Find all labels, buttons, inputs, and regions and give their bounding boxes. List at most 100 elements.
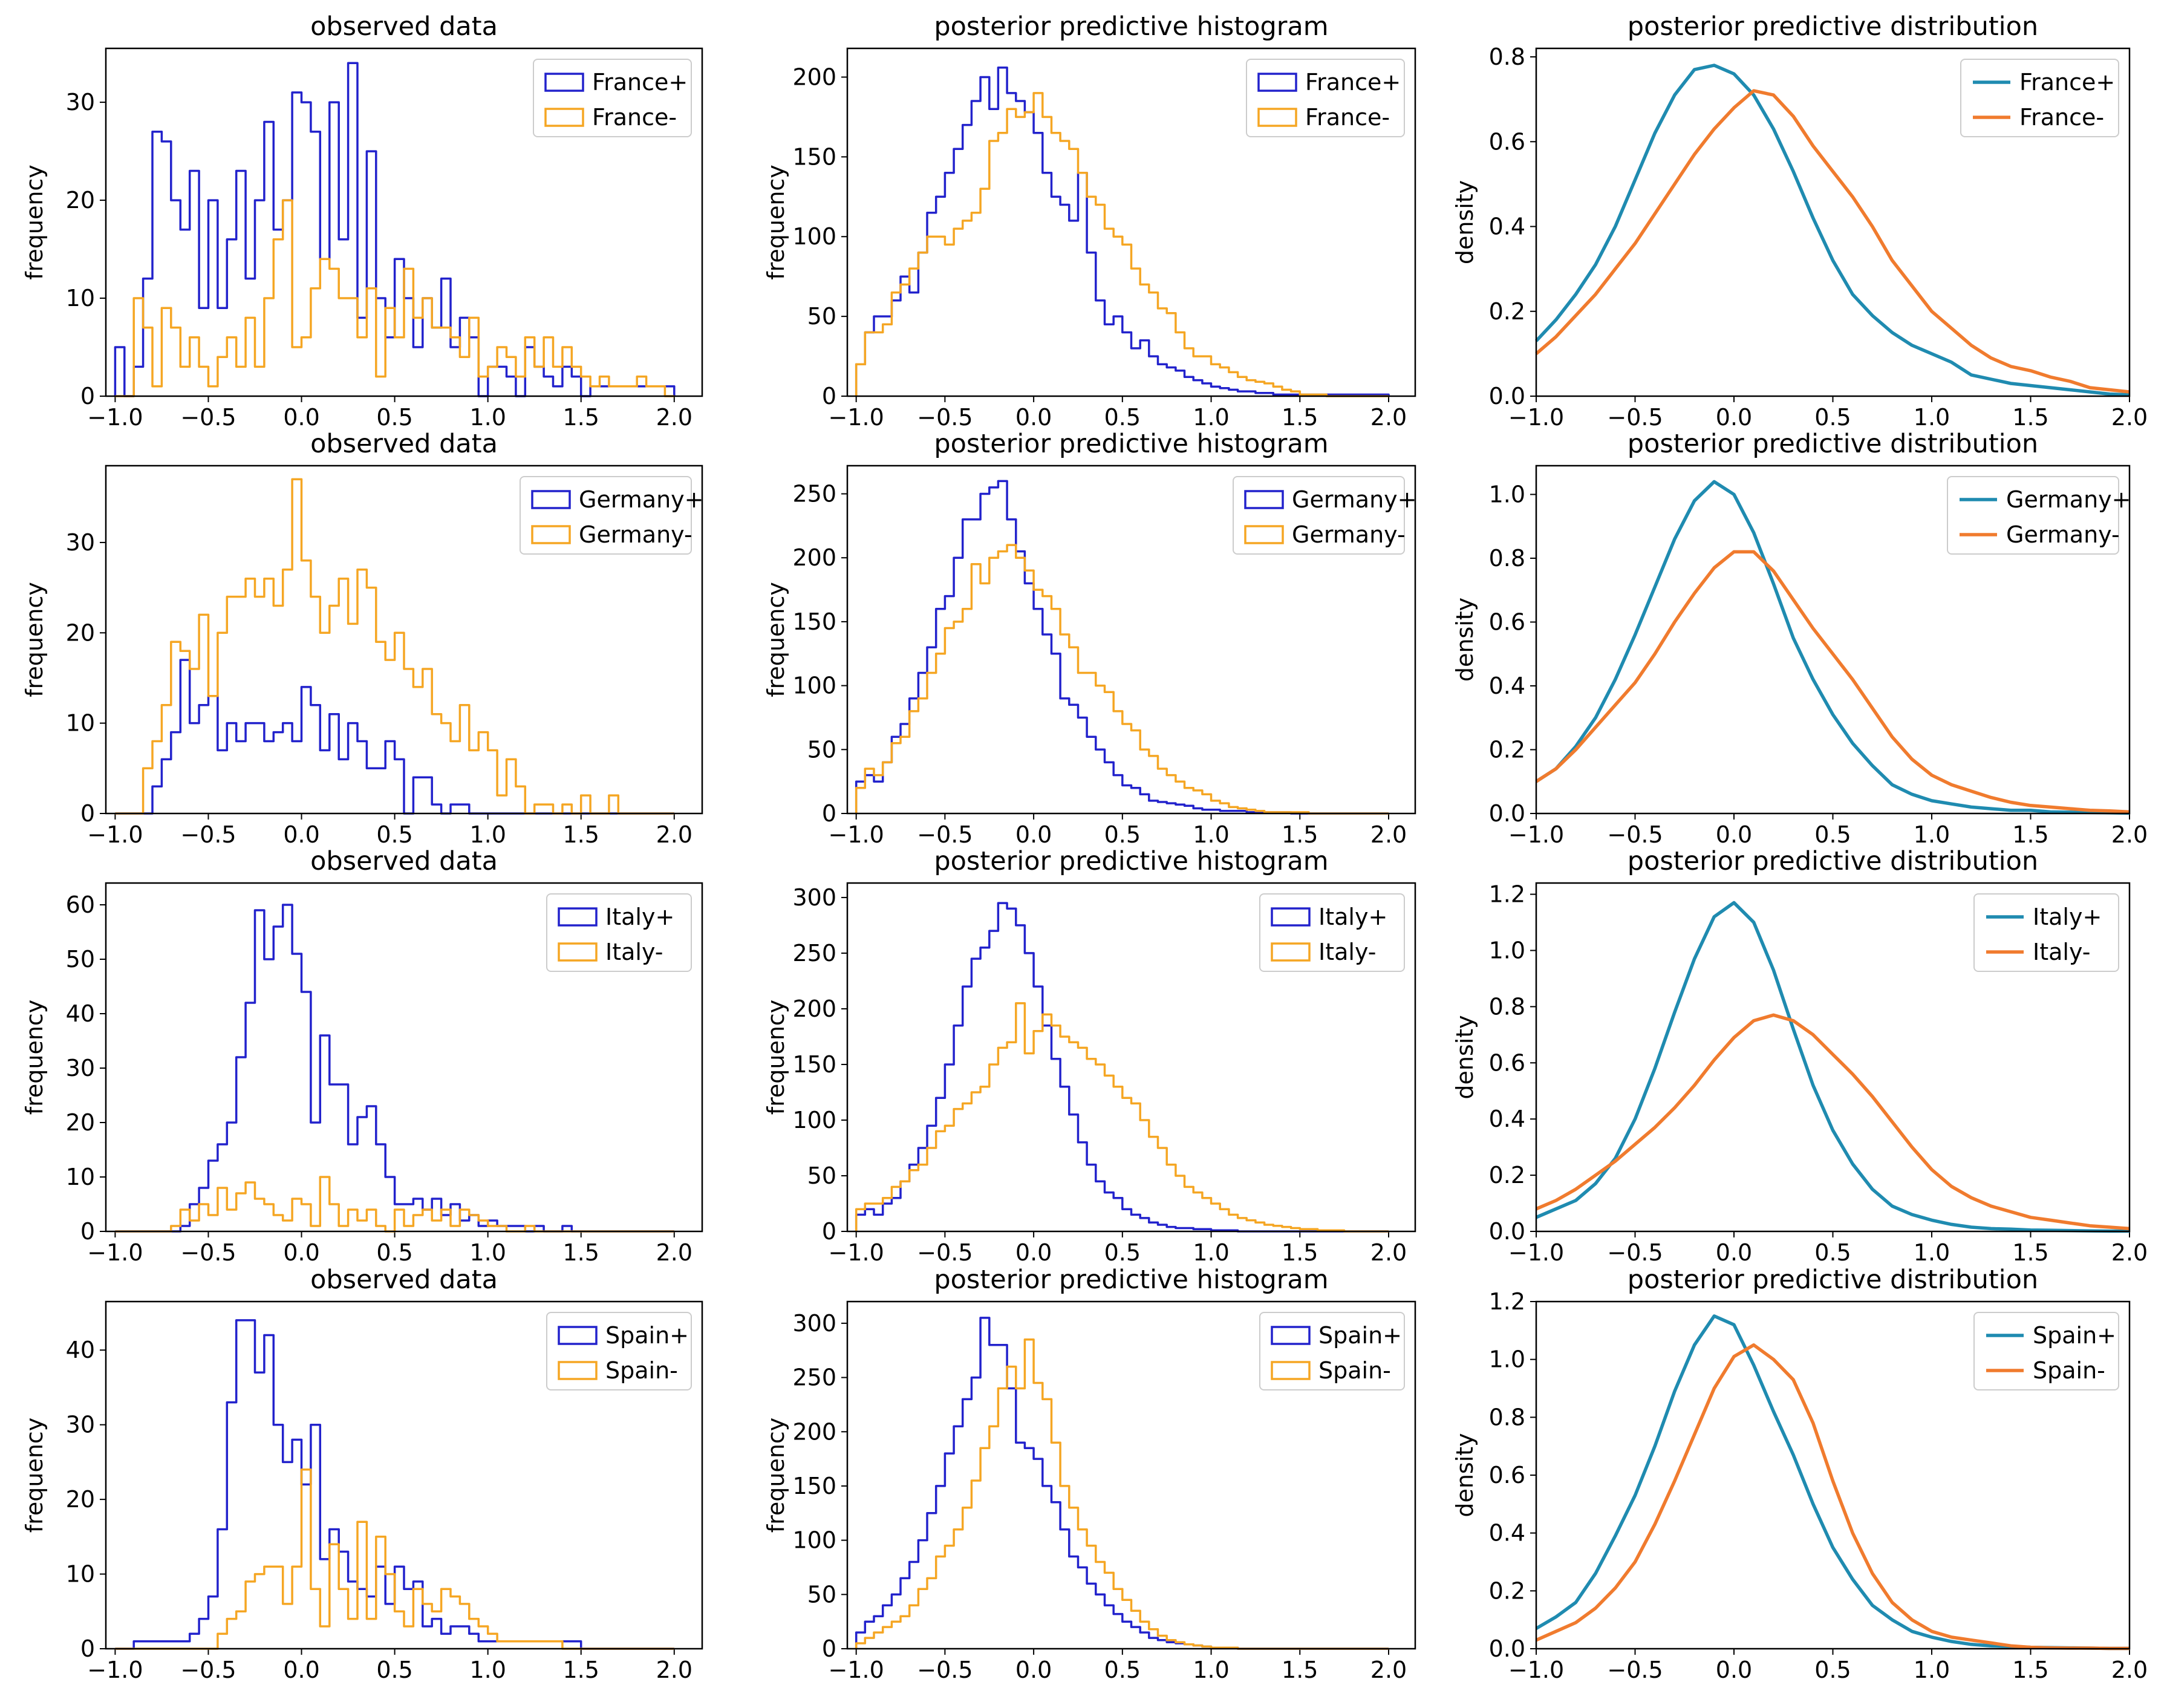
- legend-label: Germany-: [1292, 521, 1406, 548]
- x-tick-label: −1.0: [87, 1239, 143, 1266]
- legend-label: France-: [592, 104, 677, 131]
- legend-box: [546, 1312, 692, 1390]
- histogram-step-France-: [115, 199, 674, 397]
- x-tick-label: −0.5: [1607, 821, 1663, 848]
- x-tick-label: −0.5: [917, 821, 973, 848]
- y-axis-label: frequency: [763, 165, 789, 280]
- y-tick-label: 50: [807, 1581, 836, 1608]
- y-tick-label: 0: [80, 1218, 95, 1245]
- y-tick-label: 250: [792, 1364, 836, 1391]
- x-tick-label: 2.0: [1370, 1239, 1407, 1266]
- x-tick-label: −0.5: [917, 404, 973, 431]
- x-tick-label: 1.5: [1282, 404, 1318, 431]
- x-tick-label: 0.0: [283, 1657, 319, 1683]
- x-tick-label: −0.5: [180, 1657, 236, 1683]
- x-tick-label: 1.5: [563, 404, 599, 431]
- x-tick-label: 0.0: [283, 821, 319, 848]
- y-axis-label: frequency: [763, 1418, 789, 1533]
- y-tick-label: 0.6: [1489, 608, 1525, 635]
- legend-label: Spain+: [1318, 1322, 1402, 1349]
- y-axis-label: density: [1452, 1015, 1478, 1099]
- legend: Italy+ Italy-: [1259, 893, 1405, 972]
- legend-box: [520, 476, 692, 555]
- subplot-3: observed data frequency −1.0 −0.5 0.0 0.5 1.0 1…: [21, 429, 704, 848]
- x-tick-label: 1.0: [1193, 404, 1229, 431]
- y-tick-label: 0.2: [1489, 1162, 1525, 1188]
- chart-title: posterior predictive distribution: [1628, 846, 2038, 876]
- y-tick-label: 100: [792, 1107, 836, 1133]
- axes-frame: [105, 882, 703, 1233]
- legend-label: Italy+: [1318, 904, 1387, 930]
- legend-box: [1259, 1312, 1405, 1390]
- x-tick-label: 1.5: [2012, 404, 2048, 431]
- legend: France+ France-: [1246, 59, 1405, 137]
- x-tick-label: −1.0: [1508, 1239, 1564, 1266]
- subplot-5: posterior predictive distribution density…: [1452, 429, 2148, 848]
- axes-frame: [846, 47, 1416, 397]
- y-tick-label: 0: [822, 383, 836, 409]
- y-tick-label: 0.0: [1489, 1635, 1525, 1662]
- subplot-4: posterior predictive histogram frequency −…: [763, 429, 1417, 848]
- chart-title: posterior predictive distribution: [1628, 429, 2038, 459]
- y-tick-label: 100: [792, 673, 836, 699]
- y-tick-label: 0.8: [1489, 44, 1525, 70]
- chart-title: observed data: [310, 1265, 498, 1295]
- y-tick-label: 200: [792, 64, 836, 90]
- legend-swatch: [544, 73, 584, 92]
- legend-swatch: [1271, 1326, 1311, 1345]
- axes-frame: [846, 882, 1416, 1233]
- y-tick-label: 1.0: [1489, 1346, 1525, 1373]
- legend-swatch: [1271, 907, 1311, 927]
- legend-swatch: [558, 1326, 598, 1345]
- x-tick-label: 1.0: [469, 821, 506, 848]
- axes-frame: [105, 1300, 703, 1650]
- x-tick-label: 1.5: [2012, 821, 2048, 848]
- density-line-Italy-: [1535, 1013, 2130, 1231]
- y-axis-label: frequency: [21, 1000, 48, 1115]
- x-tick-label: 1.5: [1282, 1657, 1318, 1683]
- y-tick-label: 0: [822, 1635, 836, 1662]
- x-tick-label: 2.0: [2111, 1657, 2148, 1683]
- y-tick-label: 0.0: [1489, 383, 1525, 409]
- y-tick-label: 0.4: [1489, 214, 1525, 240]
- x-tick-label: −1.0: [87, 821, 143, 848]
- histogram-step-Italy-: [115, 1176, 674, 1233]
- density-line-France+: [1534, 64, 2130, 397]
- subplot-8: posterior predictive distribution density…: [1452, 846, 2148, 1266]
- y-tick-label: 150: [792, 1473, 836, 1499]
- legend-box: [546, 893, 692, 972]
- legend-box: [1246, 59, 1405, 137]
- x-tick-label: 0.0: [1015, 821, 1052, 848]
- y-tick-label: 250: [792, 481, 836, 507]
- legend-label: Germany+: [1292, 486, 1417, 513]
- histogram-step-Italy-: [855, 1002, 1389, 1233]
- histogram-step-Germany-: [855, 544, 1389, 815]
- y-tick-label: 20: [66, 1109, 95, 1136]
- legend: Spain+ Spain-: [1973, 1312, 2119, 1390]
- x-tick-label: 0.5: [1104, 1657, 1141, 1683]
- x-tick-label: −0.5: [180, 821, 236, 848]
- y-tick-label: 0.6: [1489, 1462, 1525, 1488]
- x-tick-label: −0.5: [1607, 1239, 1663, 1266]
- legend-box: [533, 59, 692, 137]
- x-tick-label: −0.5: [1607, 404, 1663, 431]
- x-tick-label: 1.5: [2012, 1657, 2048, 1683]
- x-tick-label: −0.5: [917, 1239, 973, 1266]
- legend: Spain+ Spain-: [546, 1312, 692, 1390]
- legend-label: Spain-: [605, 1357, 678, 1384]
- legend-swatch: [1271, 942, 1311, 962]
- chart-title: posterior predictive distribution: [1628, 1265, 2038, 1295]
- x-tick-label: −0.5: [917, 1657, 973, 1683]
- y-tick-label: 30: [66, 1055, 95, 1081]
- axes-frame: [1535, 1300, 2131, 1650]
- chart-title: observed data: [310, 11, 498, 42]
- legend-swatch: [558, 942, 598, 962]
- x-tick-label: 2.0: [656, 404, 692, 431]
- axes-frame: [846, 464, 1416, 815]
- x-tick-label: 1.5: [563, 821, 599, 848]
- x-tick-label: 1.5: [1282, 1239, 1318, 1266]
- legend-swatch: [531, 490, 571, 509]
- histogram-step-Italy+: [115, 904, 674, 1233]
- legend: Germany+ Germany-: [1947, 476, 2131, 555]
